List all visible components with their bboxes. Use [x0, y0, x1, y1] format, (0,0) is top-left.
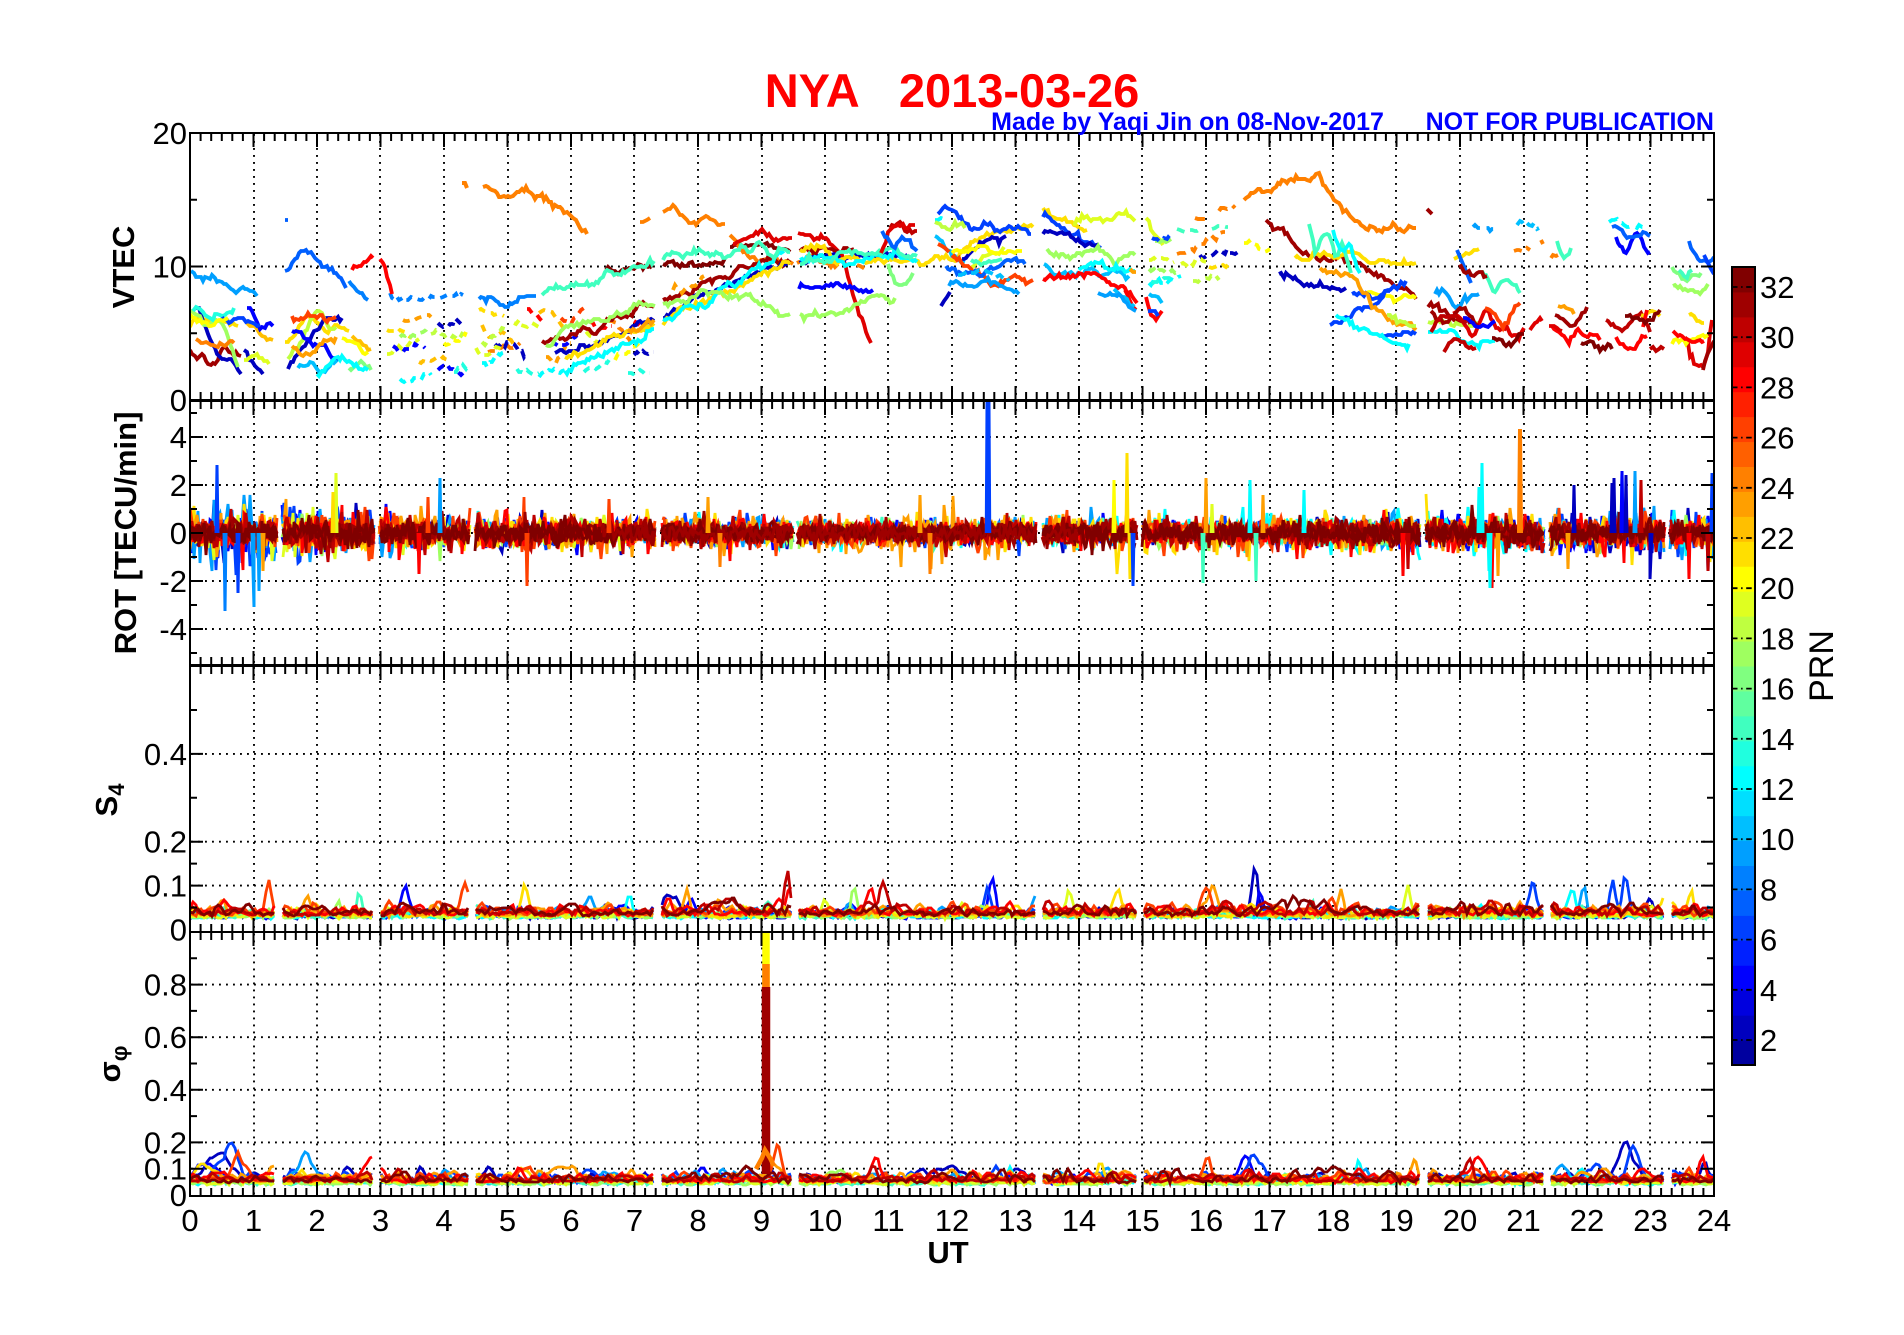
svg-text:15: 15: [1125, 1203, 1159, 1238]
svg-text:0.4: 0.4: [144, 737, 187, 772]
svg-text:-4: -4: [159, 612, 187, 647]
svg-text:2: 2: [308, 1203, 325, 1238]
svg-text:0: 0: [181, 1203, 198, 1238]
svg-text:12: 12: [935, 1203, 969, 1238]
svg-text:14: 14: [1062, 1203, 1096, 1238]
svg-text:14: 14: [1760, 722, 1794, 757]
svg-text:9: 9: [753, 1203, 770, 1238]
svg-text:11: 11: [872, 1203, 904, 1238]
svg-text:10: 10: [1760, 822, 1794, 857]
svg-text:PRN: PRN: [1803, 630, 1841, 702]
svg-text:8: 8: [689, 1203, 706, 1238]
svg-text:24: 24: [1760, 471, 1794, 506]
svg-text:32: 32: [1760, 270, 1794, 305]
svg-text:7: 7: [626, 1203, 643, 1238]
svg-text:0.1: 0.1: [144, 1152, 187, 1187]
svg-text:0.2: 0.2: [144, 825, 187, 860]
svg-text:-2: -2: [159, 564, 187, 599]
svg-text:ROT [TECU/min]: ROT [TECU/min]: [108, 412, 143, 655]
svg-text:6: 6: [1760, 923, 1777, 958]
svg-text:13: 13: [998, 1203, 1032, 1238]
svg-text:0.6: 0.6: [144, 1020, 187, 1055]
svg-text:26: 26: [1760, 421, 1794, 456]
svg-text:0: 0: [170, 383, 187, 418]
svg-text:Made by Yaqi Jin on 08-Nov-201: Made by Yaqi Jin on 08-Nov-2017 NOT FOR …: [991, 108, 1714, 136]
svg-text:20: 20: [1760, 571, 1794, 606]
svg-text:24: 24: [1697, 1203, 1731, 1238]
svg-text:2: 2: [1760, 1023, 1777, 1058]
svg-text:17: 17: [1252, 1203, 1286, 1238]
svg-text:0.4: 0.4: [144, 1073, 187, 1108]
svg-text:4: 4: [435, 1203, 452, 1238]
svg-text:16: 16: [1189, 1203, 1223, 1238]
svg-text:18: 18: [1316, 1203, 1350, 1238]
svg-text:0.1: 0.1: [144, 869, 187, 904]
svg-text:21: 21: [1506, 1203, 1540, 1238]
svg-text:10: 10: [808, 1203, 842, 1238]
svg-text:6: 6: [562, 1203, 579, 1238]
svg-text:16: 16: [1760, 672, 1794, 707]
svg-text:5: 5: [499, 1203, 516, 1238]
svg-text:28: 28: [1760, 370, 1794, 405]
svg-text:22: 22: [1570, 1203, 1604, 1238]
svg-text:VTEC: VTEC: [106, 226, 141, 309]
svg-text:19: 19: [1379, 1203, 1413, 1238]
svg-text:20: 20: [153, 116, 187, 151]
svg-text:12: 12: [1760, 772, 1794, 807]
svg-text:4: 4: [1760, 973, 1777, 1008]
svg-text:NYA 2013-03-26: NYA 2013-03-26: [765, 64, 1140, 117]
svg-text:10: 10: [153, 250, 187, 285]
svg-text:1: 1: [245, 1203, 262, 1238]
svg-text:22: 22: [1760, 521, 1794, 556]
svg-text:0: 0: [170, 516, 187, 551]
svg-text:2: 2: [170, 468, 187, 503]
svg-text:20: 20: [1443, 1203, 1477, 1238]
svg-text:UT: UT: [927, 1235, 968, 1270]
svg-text:0.8: 0.8: [144, 968, 187, 1003]
svg-text:23: 23: [1633, 1203, 1667, 1238]
svg-text:0: 0: [170, 913, 187, 948]
svg-text:30: 30: [1760, 320, 1794, 355]
svg-text:4: 4: [170, 420, 187, 455]
svg-text:0: 0: [170, 1178, 187, 1213]
svg-text:3: 3: [372, 1203, 389, 1238]
svg-text:0.2: 0.2: [144, 1125, 187, 1160]
svg-text:18: 18: [1760, 621, 1794, 656]
svg-text:8: 8: [1760, 872, 1777, 907]
